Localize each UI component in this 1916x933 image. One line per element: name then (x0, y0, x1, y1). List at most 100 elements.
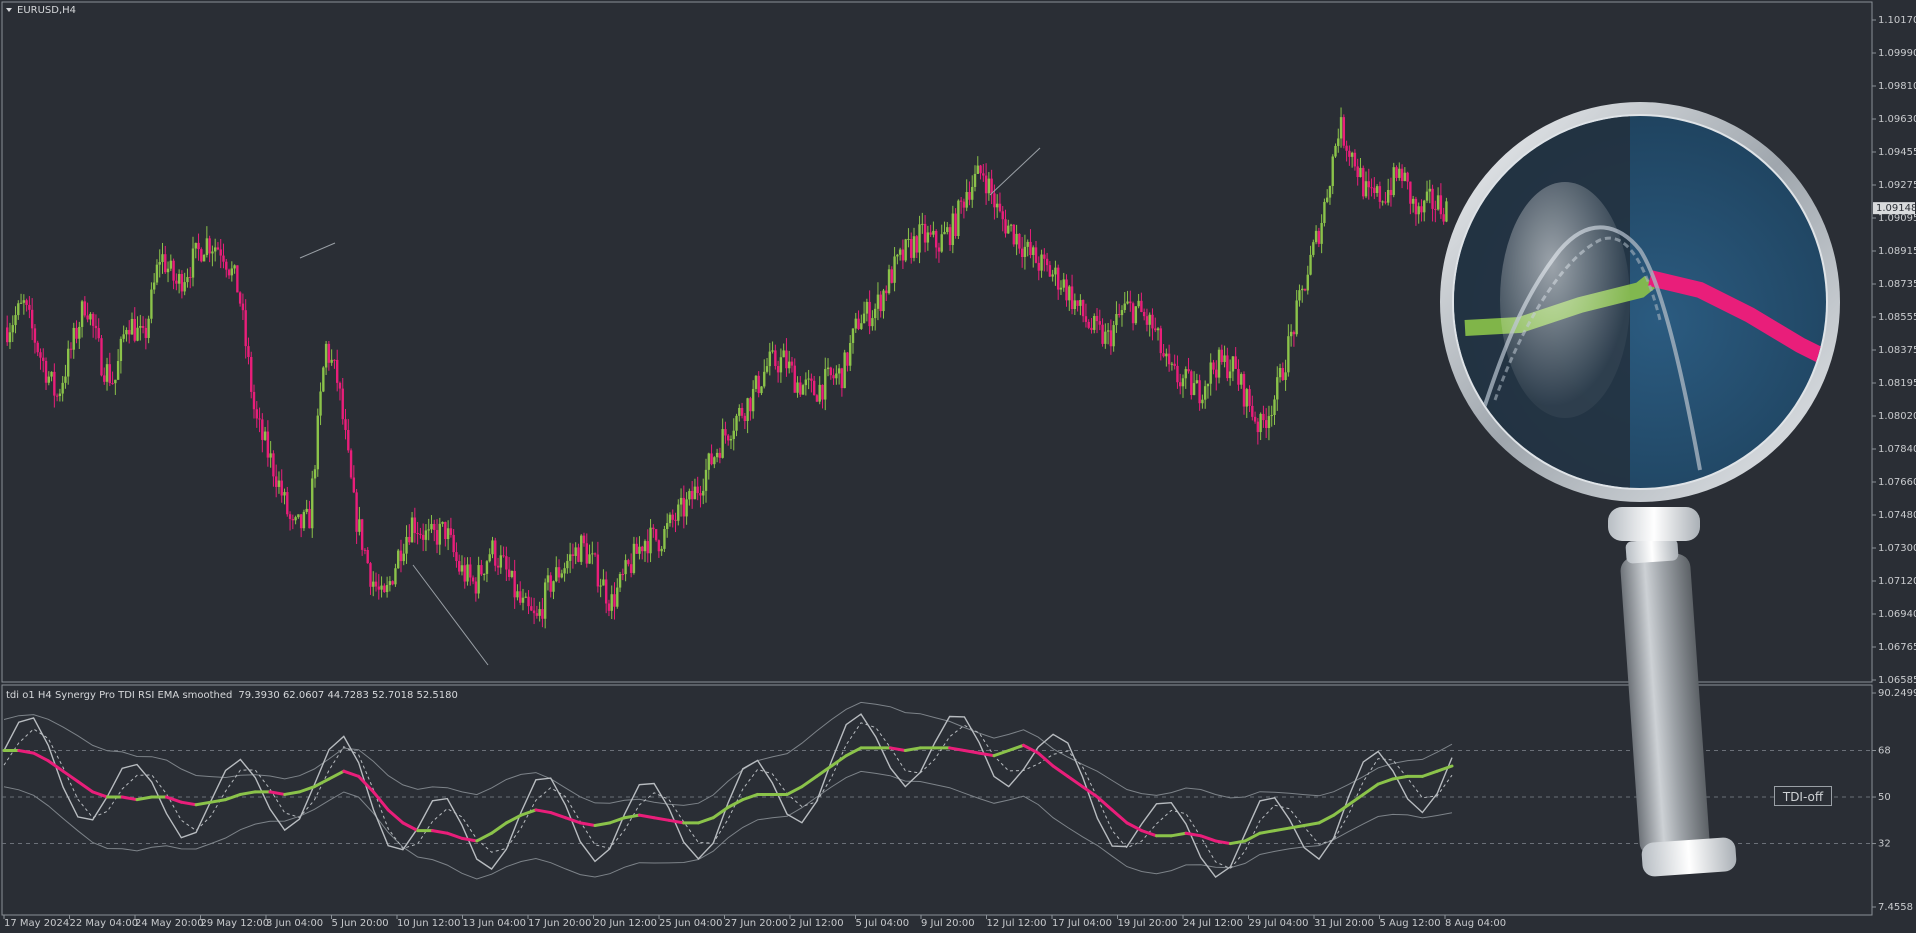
upper-band (3, 701, 1453, 806)
candle (1062, 272, 1065, 292)
candle (397, 548, 400, 569)
candle (979, 164, 982, 180)
candle (693, 478, 697, 500)
candle (596, 541, 600, 593)
candle (1400, 164, 1404, 189)
candle (1320, 214, 1323, 254)
candle (1445, 197, 1448, 223)
candle (80, 299, 84, 338)
candle (11, 315, 14, 343)
candle (934, 229, 938, 259)
candle (1309, 245, 1312, 276)
candle (682, 485, 686, 529)
signal-segment (623, 813, 641, 820)
candle (718, 447, 722, 464)
candle (455, 542, 458, 568)
candle (424, 524, 428, 552)
candle (998, 192, 1002, 213)
candle (39, 348, 42, 370)
candle (1040, 249, 1043, 278)
candle (380, 576, 383, 598)
candle (449, 517, 453, 538)
indicator-pane[interactable] (1, 684, 1873, 916)
candle (940, 224, 943, 253)
signal-segment (357, 774, 375, 794)
candle (1375, 184, 1379, 197)
candle (491, 536, 494, 559)
candle (1284, 359, 1287, 391)
signal-segment (992, 749, 1011, 758)
candle (161, 242, 164, 274)
candle (557, 559, 561, 583)
candle (505, 546, 508, 581)
candle (452, 529, 455, 558)
candle (1281, 362, 1285, 382)
candle (835, 365, 838, 385)
candle (147, 315, 150, 344)
candle (152, 273, 156, 294)
candle (516, 584, 519, 601)
candle (222, 243, 225, 269)
candle (1176, 355, 1179, 389)
candle (258, 407, 261, 433)
signal-segment (1007, 743, 1026, 753)
candle (1131, 301, 1135, 331)
candle (757, 371, 760, 398)
signal-segment (1036, 751, 1055, 768)
candle (399, 539, 403, 573)
candle (507, 557, 511, 581)
candle (632, 536, 636, 575)
candle (108, 352, 112, 387)
signal-segment (401, 821, 420, 833)
signal-segment (1214, 839, 1232, 846)
candle (294, 515, 297, 525)
candle (244, 299, 247, 359)
candle (324, 340, 328, 375)
candle (213, 238, 217, 262)
zigzag-segment (989, 147, 1041, 196)
candle (1328, 185, 1332, 205)
candle (690, 481, 694, 509)
candle (1267, 405, 1271, 441)
signal-segment (490, 821, 508, 835)
candle (133, 307, 136, 343)
signal-segment (1243, 831, 1262, 843)
candle (1345, 140, 1348, 162)
candle (1101, 318, 1104, 347)
candle (862, 301, 866, 324)
candle (1323, 198, 1326, 227)
candle (635, 537, 638, 554)
signal-segment (430, 829, 449, 835)
candle (588, 544, 591, 564)
candle (751, 380, 755, 419)
candle (1359, 157, 1362, 178)
triangle-down-icon[interactable] (6, 8, 12, 12)
candle (274, 464, 278, 498)
candle (688, 488, 691, 506)
price-tick-label: 1.09810 (1878, 81, 1916, 92)
candle (1098, 309, 1101, 331)
signal-segment (371, 790, 390, 812)
candle (1142, 308, 1146, 321)
candle (1079, 294, 1082, 316)
signal-segment (829, 754, 848, 768)
candle (890, 266, 894, 284)
candle (1087, 319, 1090, 330)
candle (341, 377, 344, 425)
candle (774, 344, 777, 370)
candle (738, 404, 741, 422)
candle (280, 469, 283, 503)
candle (616, 578, 619, 609)
tdi-off-button[interactable]: TDI-off (1774, 786, 1832, 806)
candle (155, 259, 159, 286)
candle (765, 357, 769, 374)
time-tick-label: 3 Jun 04:00 (266, 918, 323, 929)
candle (1306, 265, 1309, 295)
candle (355, 488, 358, 544)
candle (1414, 196, 1418, 226)
candle (951, 205, 955, 254)
candle (1045, 252, 1049, 272)
time-tick-label: 5 Aug 12:00 (1380, 918, 1441, 929)
candle (702, 478, 705, 505)
